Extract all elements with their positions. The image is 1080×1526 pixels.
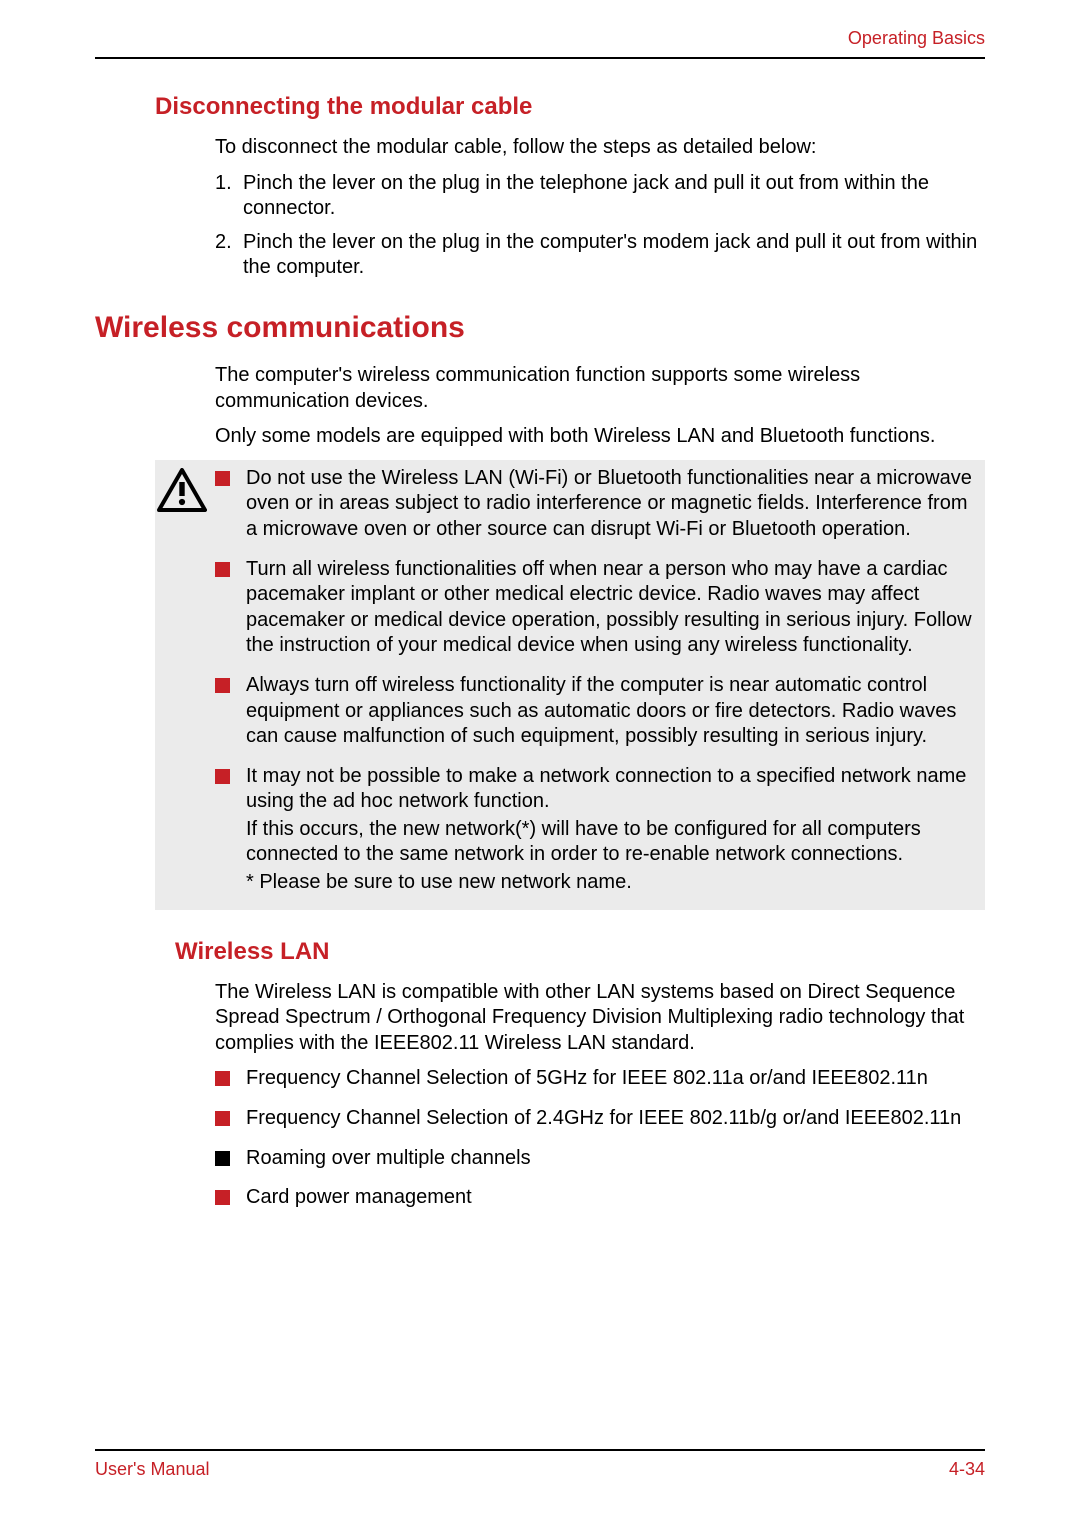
warning-icon	[157, 468, 207, 512]
feature-text: Frequency Channel Selection of 2.4GHz fo…	[246, 1106, 985, 1132]
sec3-intro: The Wireless LAN is compatible with othe…	[215, 980, 985, 1057]
warning-text: It may not be possible to make a network…	[246, 764, 979, 898]
sec2-p2: Only some models are equipped with both …	[215, 424, 985, 450]
square-bullet-icon	[215, 678, 230, 693]
sec2-p1: The computer's wireless communication fu…	[215, 363, 985, 414]
warning-icon-cell	[155, 466, 215, 898]
square-bullet-icon	[215, 471, 230, 486]
square-bullet-icon	[215, 1190, 230, 1205]
warning-list: Do not use the Wireless LAN (Wi-Fi) or B…	[215, 466, 979, 898]
warning-block: Do not use the Wireless LAN (Wi-Fi) or B…	[155, 460, 985, 910]
feature-item: Frequency Channel Selection of 5GHz for …	[215, 1066, 985, 1092]
warning-item: Always turn off wireless functionality i…	[215, 673, 979, 750]
square-bullet-icon	[215, 769, 230, 784]
feature-text: Frequency Channel Selection of 5GHz for …	[246, 1066, 985, 1092]
page-footer: User's Manual 4-34	[95, 1449, 985, 1480]
square-bullet-icon	[215, 1151, 230, 1166]
warning-text-line: If this occurs, the new network(*) will …	[246, 817, 979, 868]
warning-item: Do not use the Wireless LAN (Wi-Fi) or B…	[215, 466, 979, 543]
step-text: Pinch the lever on the plug in the compu…	[243, 230, 985, 281]
warning-item: Turn all wireless functionalities off wh…	[215, 557, 979, 659]
square-bullet-icon	[215, 1071, 230, 1086]
feature-text: Roaming over multiple channels	[246, 1146, 985, 1172]
step-number: 2.	[215, 230, 243, 281]
heading-disconnecting: Disconnecting the modular cable	[155, 93, 985, 121]
bottom-rule	[95, 1449, 985, 1451]
feature-item: Frequency Channel Selection of 2.4GHz fo…	[215, 1106, 985, 1132]
feature-item: Roaming over multiple channels	[215, 1146, 985, 1172]
heading-wireless-communications: Wireless communications	[95, 311, 985, 345]
footer-right: 4-34	[949, 1459, 985, 1480]
warning-text: Turn all wireless functionalities off wh…	[246, 557, 979, 659]
heading-wireless-lan: Wireless LAN	[175, 938, 985, 966]
top-rule	[95, 57, 985, 59]
square-bullet-icon	[215, 1111, 230, 1126]
step-number: 1.	[215, 171, 243, 222]
sec1-intro: To disconnect the modular cable, follow …	[215, 135, 985, 161]
step-1: 1. Pinch the lever on the plug in the te…	[215, 171, 985, 222]
feature-item: Card power management	[215, 1185, 985, 1211]
square-bullet-icon	[215, 562, 230, 577]
warning-text: Always turn off wireless functionality i…	[246, 673, 979, 750]
footer-left: User's Manual	[95, 1459, 209, 1480]
warning-item: It may not be possible to make a network…	[215, 764, 979, 898]
header-section-label: Operating Basics	[95, 28, 985, 49]
warning-text: Do not use the Wireless LAN (Wi-Fi) or B…	[246, 466, 979, 543]
feature-list: Frequency Channel Selection of 5GHz for …	[215, 1066, 985, 1210]
step-2: 2. Pinch the lever on the plug in the co…	[215, 230, 985, 281]
warning-text-line: It may not be possible to make a network…	[246, 764, 979, 815]
warning-text-line: * Please be sure to use new network name…	[246, 870, 979, 896]
feature-text: Card power management	[246, 1185, 985, 1211]
step-text: Pinch the lever on the plug in the telep…	[243, 171, 985, 222]
